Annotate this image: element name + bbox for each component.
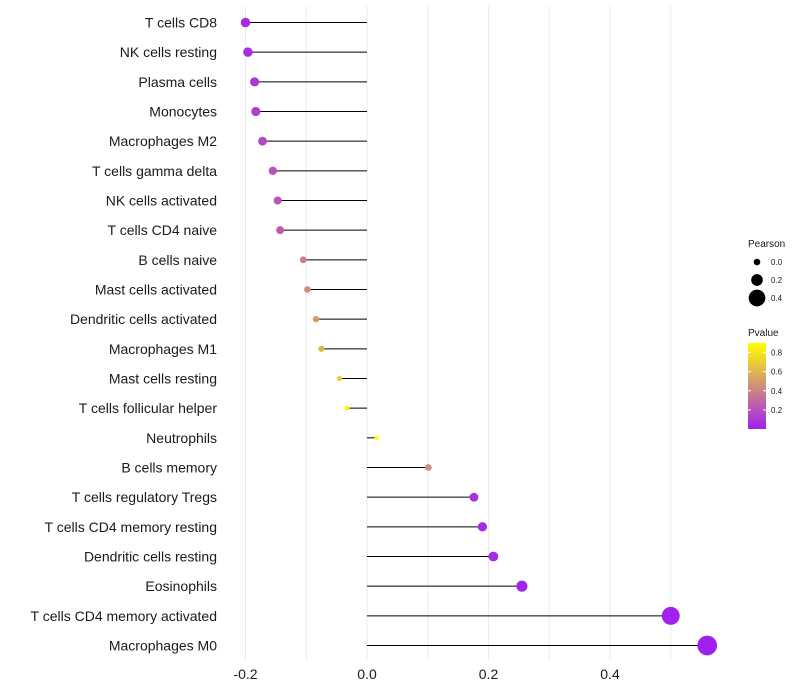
category-label: B cells memory	[121, 460, 217, 476]
category-label: NK cells resting	[120, 44, 217, 60]
pvalue-color-legend: Pvalue 0.8 0.6 0.4 0.2	[748, 328, 783, 429]
data-point	[477, 522, 488, 532]
category-label: B cells naive	[138, 252, 217, 268]
x-tick-label: 0.0	[357, 666, 377, 682]
category-label: Macrophages M2	[109, 133, 217, 149]
data-point	[273, 196, 282, 205]
category-label: Monocytes	[149, 104, 217, 120]
x-tick-label: 0.2	[479, 666, 499, 682]
category-label: Macrophages M1	[109, 341, 217, 357]
data-points	[240, 17, 718, 656]
category-label: T cells CD4 naive	[108, 222, 218, 238]
category-label: T cells follicular helper	[79, 400, 218, 416]
color-legend-label: 0.4	[771, 387, 783, 396]
size-legend-label: 0.0	[771, 258, 783, 267]
size-legend-key	[748, 289, 766, 307]
data-point	[299, 256, 307, 264]
category-label: Dendritic cells activated	[70, 311, 217, 327]
data-point	[251, 106, 261, 117]
size-legend-key	[751, 274, 763, 286]
grid-lines	[245, 6, 672, 660]
data-point	[318, 345, 325, 352]
data-point	[424, 464, 432, 471]
category-label: Plasma cells	[138, 74, 217, 90]
pearson-legend-title: Pearson	[748, 239, 785, 250]
pvalue-legend-title: Pvalue	[748, 328, 779, 339]
pearson-size-legend: Pearson 0.0 0.2 0.4	[748, 239, 785, 307]
data-point	[250, 77, 260, 87]
category-label: T cells CD4 memory activated	[31, 608, 217, 624]
data-point	[374, 435, 379, 441]
category-labels: T cells CD8 NK cells resting Plasma cells M…	[31, 15, 218, 654]
size-legend-label: 0.2	[771, 276, 783, 285]
data-point	[312, 315, 320, 323]
data-point	[304, 286, 311, 293]
data-point	[516, 580, 528, 592]
size-legend-label: 0.4	[771, 294, 783, 303]
category-label: Neutrophils	[146, 430, 217, 446]
data-point	[240, 17, 251, 28]
data-point	[276, 226, 285, 235]
category-label: T cells CD4 memory resting	[45, 519, 217, 535]
category-label: Dendritic cells resting	[84, 549, 217, 565]
color-legend-label: 0.8	[771, 349, 783, 358]
size-legend-key	[753, 258, 761, 266]
data-point	[344, 405, 350, 411]
color-legend-label: 0.2	[771, 406, 783, 415]
data-point	[488, 551, 499, 562]
data-point	[661, 606, 680, 625]
category-label: Mast cells resting	[109, 371, 217, 387]
category-label: NK cells activated	[106, 193, 217, 209]
data-point	[469, 492, 479, 502]
category-label: T cells gamma delta	[92, 163, 217, 179]
data-point	[337, 375, 343, 382]
data-point	[697, 635, 718, 656]
color-legend-label: 0.6	[771, 368, 783, 377]
stem-lines	[245, 22, 708, 646]
data-point	[243, 47, 253, 57]
color-bar	[748, 343, 766, 429]
category-label: T cells CD8	[145, 15, 217, 31]
category-label: Mast cells activated	[95, 282, 217, 298]
x-axis-tick-labels: -0.2 0.0 0.2 0.4	[233, 666, 620, 682]
data-point	[258, 136, 267, 146]
x-tick-label: -0.2	[233, 666, 257, 682]
category-label: T cells regulatory Tregs	[72, 489, 217, 505]
category-label: Eosinophils	[145, 578, 217, 594]
data-point	[268, 166, 278, 176]
x-tick-label: 0.4	[600, 666, 620, 682]
category-label: Macrophages M0	[109, 638, 217, 654]
